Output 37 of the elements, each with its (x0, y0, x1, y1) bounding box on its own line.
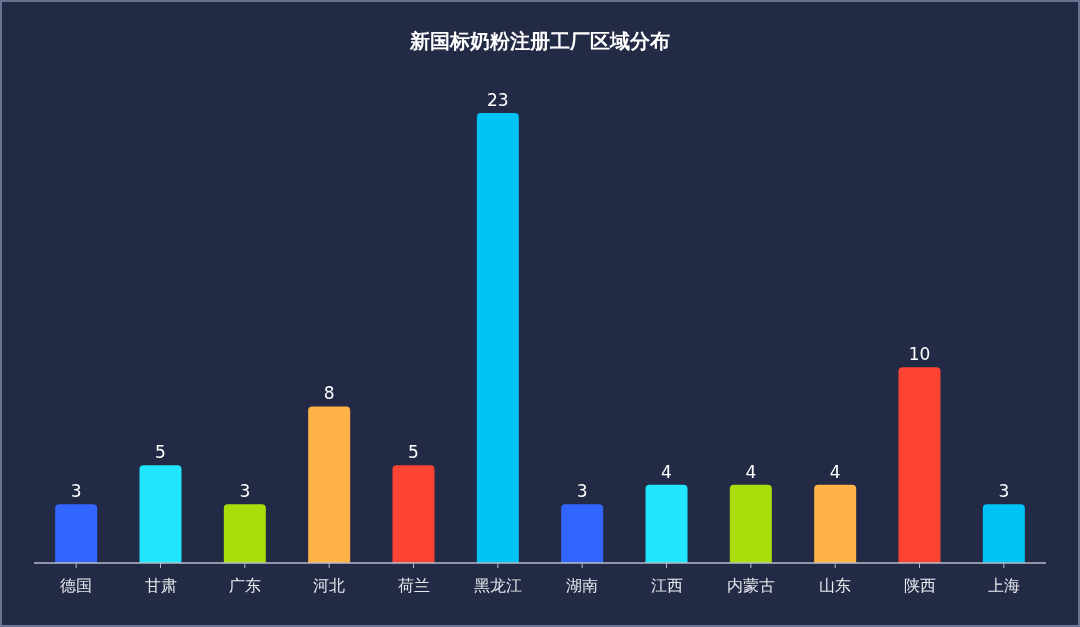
x-tick-label: 上海 (987, 576, 1020, 595)
x-tick-label: 陕西 (903, 576, 936, 595)
data-label: 4 (745, 461, 757, 482)
x-tick-label: 甘肃 (144, 576, 177, 595)
bar (392, 465, 435, 563)
x-tick-label: 湖南 (566, 576, 599, 595)
data-label: 3 (998, 481, 1010, 502)
data-label: 23 (487, 90, 509, 110)
x-tick-label: 内蒙古 (726, 576, 775, 595)
bar (308, 406, 351, 563)
bar (55, 504, 98, 563)
x-tick-label: 德国 (60, 576, 93, 595)
chart-title: 新国标奶粉注册工厂区域分布 (409, 29, 670, 53)
bar (898, 367, 941, 563)
data-label: 3 (239, 481, 251, 502)
data-label: 4 (829, 461, 841, 482)
bar (982, 504, 1025, 563)
x-tick-label: 广东 (228, 576, 261, 595)
data-label: 5 (155, 442, 166, 463)
x-tick-label: 江西 (650, 576, 683, 595)
data-label: 5 (408, 442, 419, 463)
bar (476, 113, 519, 563)
bar (814, 484, 857, 563)
data-label: 4 (661, 461, 672, 482)
bar (645, 484, 688, 563)
x-tick-label: 荷兰 (397, 576, 430, 595)
x-tick-label: 山东 (819, 576, 852, 595)
bar (729, 484, 772, 563)
data-label: 3 (576, 481, 588, 502)
data-label: 3 (70, 481, 82, 502)
bar (139, 465, 182, 563)
data-label: 8 (323, 383, 335, 404)
x-tick-label: 河北 (313, 576, 346, 595)
bar (561, 504, 604, 563)
bar (223, 504, 266, 563)
data-label: 10 (908, 344, 931, 365)
x-tick-label: 黑龙江 (473, 576, 522, 595)
